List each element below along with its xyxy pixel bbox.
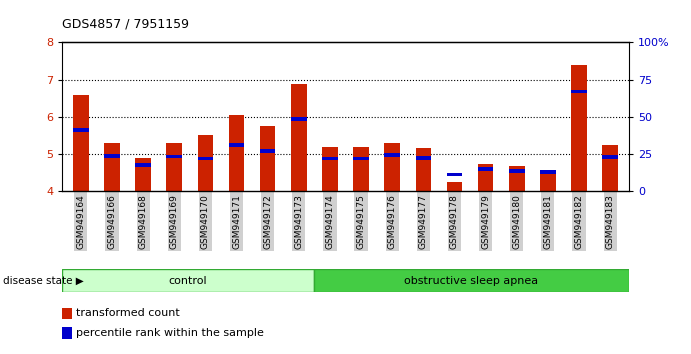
Bar: [198, 156, 214, 160]
Bar: [509, 166, 524, 191]
Text: percentile rank within the sample: percentile rank within the sample: [76, 328, 264, 338]
Bar: [73, 95, 88, 191]
Bar: [446, 182, 462, 191]
Bar: [62, 308, 73, 319]
Text: control: control: [169, 275, 207, 286]
Bar: [104, 154, 120, 158]
Bar: [135, 163, 151, 167]
Text: obstructive sleep apnea: obstructive sleep apnea: [404, 275, 538, 286]
Bar: [62, 269, 314, 292]
Bar: [571, 65, 587, 191]
Bar: [167, 155, 182, 159]
Bar: [260, 126, 276, 191]
Bar: [571, 90, 587, 93]
Bar: [135, 158, 151, 191]
Bar: [322, 147, 338, 191]
Bar: [384, 153, 400, 157]
Bar: [314, 269, 629, 292]
Bar: [73, 128, 88, 132]
Text: GDS4857 / 7951159: GDS4857 / 7951159: [62, 18, 189, 31]
Bar: [446, 172, 462, 176]
Bar: [104, 143, 120, 191]
Bar: [291, 84, 307, 191]
Bar: [540, 170, 556, 174]
Bar: [291, 117, 307, 120]
Bar: [62, 327, 73, 339]
Bar: [415, 148, 431, 191]
Bar: [353, 147, 369, 191]
Bar: [198, 135, 214, 191]
Bar: [540, 170, 556, 191]
Bar: [322, 156, 338, 160]
Bar: [353, 156, 369, 160]
Bar: [603, 145, 618, 191]
Bar: [477, 167, 493, 171]
Bar: [384, 143, 400, 191]
Text: disease state ▶: disease state ▶: [3, 275, 84, 286]
Bar: [229, 115, 245, 191]
Bar: [509, 169, 524, 172]
Bar: [167, 143, 182, 191]
Bar: [415, 156, 431, 160]
Bar: [477, 164, 493, 191]
Bar: [229, 143, 245, 147]
Text: transformed count: transformed count: [76, 308, 180, 318]
Bar: [603, 155, 618, 159]
Bar: [260, 149, 276, 153]
